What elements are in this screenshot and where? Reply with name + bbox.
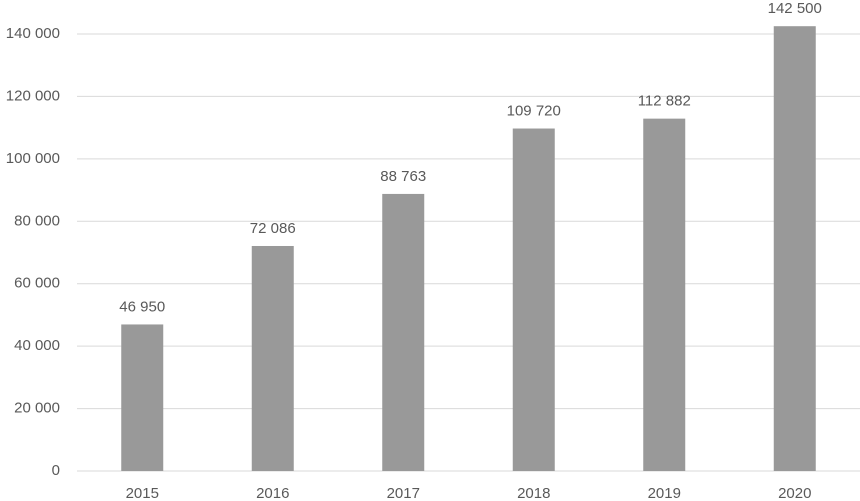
data-label: 88 763 [380, 168, 426, 185]
x-tick-label: 2019 [648, 485, 681, 501]
bar [382, 193, 425, 472]
bar [251, 245, 294, 471]
y-tick-label: 20 000 [14, 400, 60, 417]
x-tick-label: 2016 [256, 485, 289, 501]
data-label: 46 950 [119, 298, 165, 315]
y-tick-label: 40 000 [14, 337, 60, 354]
bar [643, 118, 686, 471]
bar [121, 324, 164, 471]
y-tick-label: 100 000 [6, 150, 60, 167]
y-tick-label: 140 000 [6, 25, 60, 42]
data-label: 112 882 [638, 93, 691, 110]
y-tick-label: 60 000 [14, 275, 60, 292]
data-label: 72 086 [250, 220, 296, 237]
bar [512, 128, 555, 472]
x-tick-label: 2017 [387, 485, 420, 501]
y-tick-label: 120 000 [6, 87, 60, 104]
data-label: 109 720 [507, 102, 561, 119]
y-tick-label: 80 000 [14, 212, 60, 229]
y-tick-label: 0 [52, 462, 60, 479]
x-tick-label: 2018 [517, 485, 550, 501]
x-tick-label: 2020 [778, 485, 811, 501]
x-tick-label: 2015 [126, 485, 159, 501]
bar [773, 26, 816, 471]
data-label: 142 500 [768, 0, 822, 17]
